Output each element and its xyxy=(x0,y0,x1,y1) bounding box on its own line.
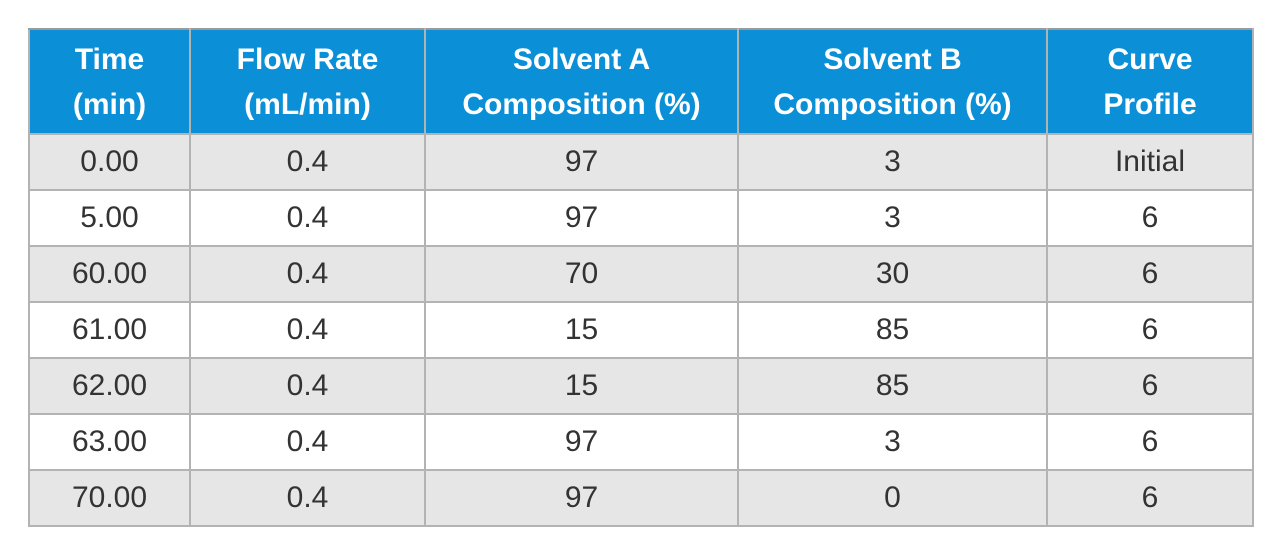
table-body: 0.00 0.4 97 3 Initial 5.00 0.4 97 3 6 60… xyxy=(28,133,1254,527)
cell-flow-rate: 0.4 xyxy=(189,133,426,191)
header-time: Time (min) xyxy=(28,28,191,135)
cell-curve-profile: 6 xyxy=(1046,469,1254,527)
cell-solvent-b: 3 xyxy=(737,133,1048,191)
table-row: 61.00 0.4 15 85 6 xyxy=(28,301,1254,359)
cell-flow-rate: 0.4 xyxy=(189,245,426,303)
cell-time: 63.00 xyxy=(28,413,191,471)
header-row: Time (min) Flow Rate (mL/min) Solvent A Com… xyxy=(28,28,1254,135)
cell-solvent-a: 97 xyxy=(424,189,739,247)
table-row: 0.00 0.4 97 3 Initial xyxy=(28,133,1254,191)
cell-solvent-a: 15 xyxy=(424,301,739,359)
table-row: 60.00 0.4 70 30 6 xyxy=(28,245,1254,303)
cell-solvent-b: 85 xyxy=(737,301,1048,359)
cell-flow-rate: 0.4 xyxy=(189,469,426,527)
cell-curve-profile: 6 xyxy=(1046,413,1254,471)
cell-solvent-a: 15 xyxy=(424,357,739,415)
cell-curve-profile: 6 xyxy=(1046,189,1254,247)
gradient-table-container: Time (min) Flow Rate (mL/min) Solvent A Com… xyxy=(28,28,1254,527)
cell-time: 62.00 xyxy=(28,357,191,415)
cell-solvent-b: 85 xyxy=(737,357,1048,415)
header-curve-profile-line2: Profile xyxy=(1103,87,1197,121)
cell-time: 5.00 xyxy=(28,189,191,247)
cell-flow-rate: 0.4 xyxy=(189,413,426,471)
header-solvent-b: Solvent B Composition (%) xyxy=(737,28,1048,135)
header-solvent-a: Solvent A Composition (%) xyxy=(424,28,739,135)
cell-time: 61.00 xyxy=(28,301,191,359)
header-solvent-b-line2: Composition (%) xyxy=(773,87,1012,121)
header-solvent-b-line1: Solvent B xyxy=(823,42,962,76)
cell-solvent-a: 97 xyxy=(424,469,739,527)
header-flow-rate: Flow Rate (mL/min) xyxy=(189,28,426,135)
cell-solvent-a: 97 xyxy=(424,413,739,471)
cell-time: 0.00 xyxy=(28,133,191,191)
cell-flow-rate: 0.4 xyxy=(189,357,426,415)
cell-curve-profile: 6 xyxy=(1046,357,1254,415)
cell-time: 60.00 xyxy=(28,245,191,303)
table-header: Time (min) Flow Rate (mL/min) Solvent A Com… xyxy=(28,28,1254,135)
cell-solvent-a: 70 xyxy=(424,245,739,303)
header-time-line2: (min) xyxy=(72,87,147,121)
cell-curve-profile: 6 xyxy=(1046,301,1254,359)
header-flow-rate-line1: Flow Rate xyxy=(236,42,379,76)
cell-solvent-b: 0 xyxy=(737,469,1048,527)
cell-curve-profile: Initial xyxy=(1046,133,1254,191)
cell-flow-rate: 0.4 xyxy=(189,301,426,359)
cell-time: 70.00 xyxy=(28,469,191,527)
header-time-line1: Time xyxy=(74,42,145,76)
cell-solvent-b: 3 xyxy=(737,189,1048,247)
header-curve-profile-line1: Curve xyxy=(1107,42,1193,76)
table-row: 63.00 0.4 97 3 6 xyxy=(28,413,1254,471)
cell-solvent-b: 30 xyxy=(737,245,1048,303)
header-solvent-a-line1: Solvent A xyxy=(512,42,651,76)
cell-solvent-b: 3 xyxy=(737,413,1048,471)
header-solvent-a-line2: Composition (%) xyxy=(462,87,701,121)
header-curve-profile: Curve Profile xyxy=(1046,28,1254,135)
cell-solvent-a: 97 xyxy=(424,133,739,191)
cell-flow-rate: 0.4 xyxy=(189,189,426,247)
table-row: 5.00 0.4 97 3 6 xyxy=(28,189,1254,247)
cell-curve-profile: 6 xyxy=(1046,245,1254,303)
gradient-table: Time (min) Flow Rate (mL/min) Solvent A Com… xyxy=(28,28,1254,527)
table-row: 70.00 0.4 97 0 6 xyxy=(28,469,1254,527)
table-row: 62.00 0.4 15 85 6 xyxy=(28,357,1254,415)
header-flow-rate-line2: (mL/min) xyxy=(244,87,371,121)
